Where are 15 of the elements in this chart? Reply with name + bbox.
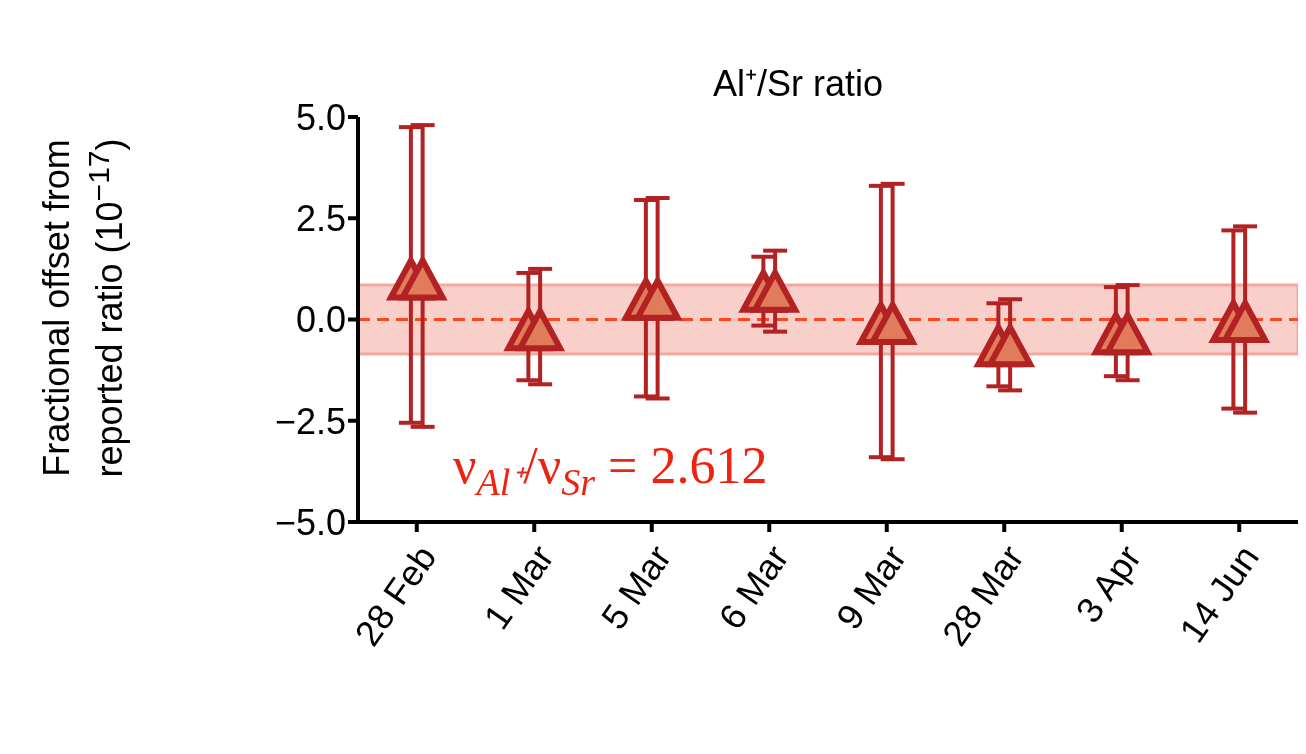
x-tick-label: 5 Mar [592, 537, 680, 637]
y-tick-label: 2.5 [295, 198, 346, 240]
chart-title: Al⁺/Sr ratio [711, 62, 884, 106]
annotation: ν$_{Al⁺}$/ν$_{Sr}$ = 2.612 [453, 437, 768, 503]
x-tick-label: 28 Feb [346, 537, 445, 654]
x-tick-label: 14 Jun [1171, 537, 1267, 650]
x-tick-label: 9 Mar [827, 537, 915, 637]
y-tick-label: −5.0 [274, 501, 346, 543]
y-tick-label: 0.0 [295, 299, 346, 341]
y-tick-label: −2.5 [274, 400, 346, 442]
x-tick-label: 28 Mar [933, 537, 1032, 654]
y-tick-label: 5.0 [295, 96, 346, 138]
x-tick-label: 3 Apr [1067, 537, 1150, 631]
x-tick-label: 6 Mar [710, 537, 797, 637]
x-tick-label: 1 Mar [475, 537, 562, 637]
